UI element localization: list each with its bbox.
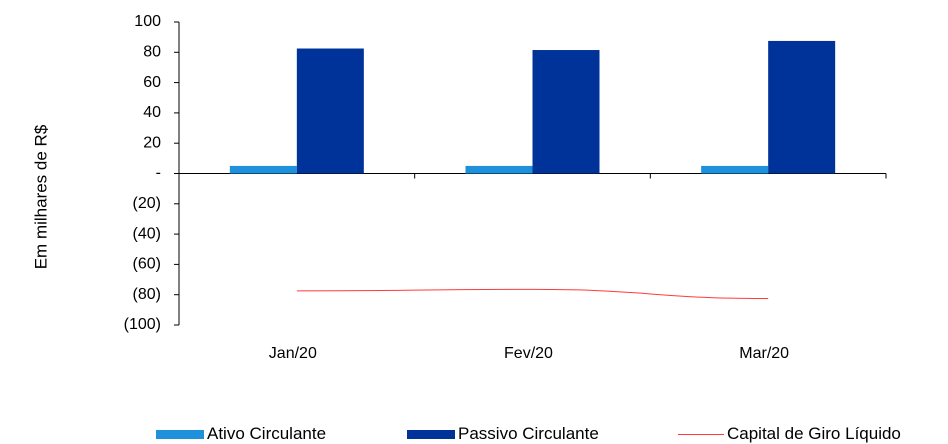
- legend-label-passivo: Passivo Circulante: [458, 424, 599, 443]
- bar-passivo-circulante: [296, 48, 364, 174]
- bar-passivo-circulante: [532, 50, 600, 174]
- chart: 100 80 60 40 20 - (20) (40) (60) (80) (100) Jan/20 F…: [31, 13, 887, 362]
- legend-swatch-passivo: [407, 429, 455, 439]
- y-tick-label: -: [156, 165, 161, 182]
- y-tick-label: 20: [143, 134, 161, 151]
- y-axis-title: Em milhares de R$: [31, 124, 50, 269]
- legend-label-capital: Capital de Giro Líquido: [727, 424, 901, 443]
- y-tick-label: (60): [133, 256, 161, 273]
- y-tick-label: 100: [134, 13, 161, 30]
- y-tick-label: (40): [133, 225, 161, 242]
- legend-swatch-capital: [678, 433, 724, 435]
- bar-passivo-circulante: [768, 40, 836, 174]
- bar-ativo-circulante: [701, 165, 769, 174]
- x-tick-label: Fev/20: [504, 345, 553, 362]
- legend-swatch-ativo: [156, 429, 204, 439]
- legend-label-ativo: Ativo Circulante: [207, 424, 327, 443]
- y-tick-label: (100): [124, 316, 161, 333]
- legend-item-ativo: Ativo Circulante: [156, 424, 326, 444]
- line-capital-de-giro-liquido: [296, 288, 769, 299]
- legend-item-capital: Capital de Giro Líquido: [678, 424, 901, 444]
- bar-ativo-circulante: [465, 165, 533, 174]
- x-tick-label: Jan/20: [269, 345, 317, 362]
- y-tick-label: (20): [133, 195, 161, 212]
- y-tick-label: 40: [143, 104, 161, 121]
- plot-area: 100 80 60 40 20 - (20) (40) (60) (80) (100) Jan/20 F…: [124, 13, 887, 362]
- y-tick-label: 60: [143, 74, 161, 91]
- x-tick-label: Mar/20: [739, 345, 789, 362]
- bar-ativo-circulante: [229, 165, 297, 174]
- legend-item-passivo: Passivo Circulante: [407, 424, 599, 444]
- y-tick-label: (80): [133, 286, 161, 303]
- legend: Ativo Circulante Passivo Circulante Capi…: [0, 424, 948, 443]
- y-tick-label: 80: [143, 44, 161, 61]
